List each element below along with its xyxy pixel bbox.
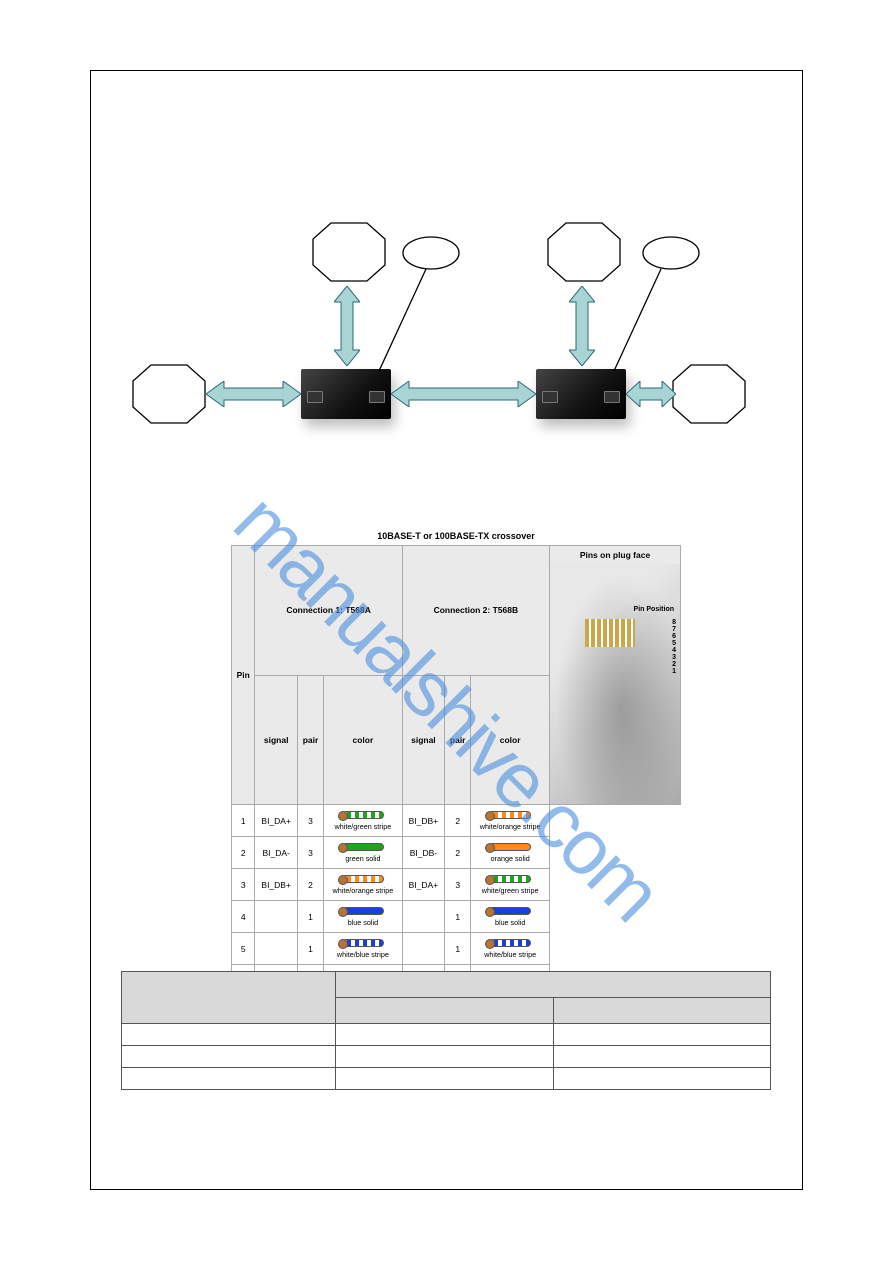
crossover-row: 1BI_DA+3white/green stripeBI_DB+2white/o… [232,805,681,837]
double-arrow-icon [206,381,301,407]
sub-color: color [471,675,550,805]
spec-cell [553,1068,770,1090]
spec-cell [122,1024,336,1046]
crossover-row: 41blue solid1blue solid [232,901,681,933]
crossover-row: 3BI_DB+2white/orange stripeBI_DA+3white/… [232,869,681,901]
col-pin: Pin [232,546,255,805]
connector-line [611,266,671,376]
spec-header-cell [336,972,771,998]
spec-header-cell [122,972,336,1024]
rj45-plug-graphic: Pin Position 8 7 6 5 4 3 2 1 [550,564,680,804]
media-converter-device [536,369,626,419]
sub-color: color [324,675,403,805]
page-border: 10BASE-T or 100BASE-TX crossover Pin Con… [90,70,803,1190]
spec-cell [553,1024,770,1046]
spec-cell [336,1024,553,1046]
connector-line [376,266,436,376]
sub-signal: signal [255,675,297,805]
col-conn1: Connection 1: T568A [255,546,402,676]
double-arrow-icon [334,286,360,366]
double-arrow-icon [626,381,676,407]
spec-cell [336,1068,553,1090]
double-arrow-icon [569,286,595,366]
spec-cell [553,1046,770,1068]
media-converter-device [301,369,391,419]
sub-pair: pair [445,675,471,805]
col-conn2: Connection 2: T568B [402,546,549,676]
double-arrow-icon [391,381,536,407]
spec-header-cell [553,998,770,1024]
crossover-row: 2BI_DA-3green solidBI_DB-2orange solid [232,837,681,869]
spec-header-cell [336,998,553,1024]
sub-pair: pair [297,675,323,805]
spec-cell [336,1046,553,1068]
col-plugface: Pins on plug face Pin Position 8 7 6 5 4… [550,546,681,805]
network-diagram [91,191,804,451]
octagon-shape [671,363,747,425]
spec-cell [122,1046,336,1068]
spec-cell [122,1068,336,1090]
crossover-title: 10BASE-T or 100BASE-TX crossover [231,531,681,541]
spec-table [121,971,771,1090]
octagon-shape [131,363,207,425]
sub-signal: signal [402,675,444,805]
crossover-row: 51white/blue stripe1white/blue stripe [232,933,681,965]
